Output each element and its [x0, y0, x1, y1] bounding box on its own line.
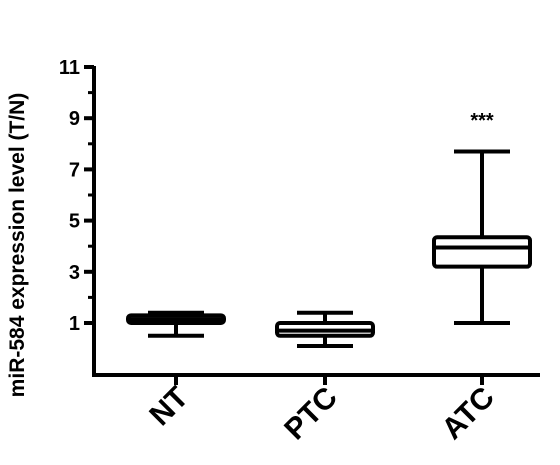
y-tick-label: 3 — [69, 262, 80, 284]
box-ptc — [275, 310, 375, 349]
category-label-atc: ATC — [436, 381, 501, 446]
y-tick-label: 5 — [69, 211, 80, 233]
category-label-ptc: PTC — [278, 381, 344, 447]
y-axis-title: miR-584 expression level (T/N) — [6, 93, 29, 398]
y-tick-label: 9 — [69, 108, 80, 130]
y-tick-label: 11 — [59, 57, 80, 79]
box-nt — [126, 310, 226, 338]
boxes — [126, 149, 532, 349]
y-tick-label: 7 — [69, 159, 80, 181]
box-iqr — [432, 235, 532, 269]
category-label-nt: NT — [143, 381, 195, 433]
significance-annotation: *** — [470, 110, 494, 132]
box-atc — [432, 149, 532, 325]
y-ticks: 1 3 5 7 9 11 — [59, 57, 94, 335]
category-labels: NT PTC ATC — [143, 381, 501, 447]
annotations: *** — [470, 110, 494, 132]
y-tick-label: 1 — [69, 313, 80, 335]
